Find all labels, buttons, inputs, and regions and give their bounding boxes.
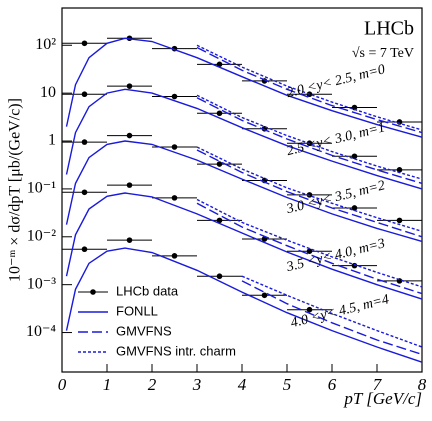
data-point — [171, 253, 178, 259]
theory-curve — [65, 192, 423, 300]
data-point — [171, 144, 178, 150]
y-tick-label: 10⁻³ — [27, 275, 56, 292]
legend-label: GMVFNS intr. charm — [116, 343, 236, 358]
data-point — [81, 246, 88, 253]
data-point — [216, 61, 223, 68]
theory-curve — [196, 46, 423, 134]
y-tick-label: 10 — [40, 84, 56, 101]
y-tick-label: 10⁻⁴ — [26, 323, 56, 340]
data-point — [171, 195, 178, 201]
data-point — [216, 217, 223, 224]
y-tick-label: 10⁻¹ — [27, 180, 56, 197]
data-point — [306, 248, 313, 255]
x-tick-label: 0 — [58, 375, 67, 394]
theory-curve — [65, 140, 423, 243]
x-tick-label: 4 — [238, 375, 247, 394]
data-point — [216, 273, 223, 280]
x-tick-label: 1 — [103, 375, 112, 394]
data-point — [126, 132, 133, 139]
y-tick-label: 10² — [35, 36, 56, 53]
data-point — [216, 110, 223, 117]
theory-curve — [65, 88, 423, 190]
y-axis-label: 10⁻ᵐ × dσ/dpT [μb/(GeV/c)] — [7, 98, 24, 282]
data-point — [81, 91, 88, 98]
theory-curve — [241, 280, 423, 356]
x-tick-label: 7 — [373, 375, 383, 394]
data-point — [81, 189, 88, 196]
energy-label: √s = 7 TeV — [352, 46, 414, 61]
data-point — [351, 205, 358, 211]
x-axis-label: pT [GeV/c] — [343, 389, 422, 408]
theory-curve — [65, 247, 423, 363]
theory-curve — [196, 97, 423, 185]
legend-label: LHCb data — [116, 283, 179, 298]
experiment-label: LHCb — [364, 18, 414, 40]
data-point — [306, 306, 313, 313]
data-point — [126, 83, 133, 89]
x-tick-label: 6 — [328, 375, 337, 394]
data-point — [396, 217, 403, 224]
theory-curve — [196, 149, 423, 238]
x-tick-label: 3 — [192, 375, 202, 394]
data-point — [351, 262, 358, 269]
theory-curve — [241, 275, 423, 348]
x-tick-label: 2 — [148, 375, 157, 394]
annotation: 2.0 <y< 2.5, m=0 — [285, 62, 386, 101]
annotation: 3.0 <y< 3.5, m=2 — [284, 178, 386, 217]
data-point — [126, 182, 133, 188]
data-point — [81, 139, 88, 145]
x-tick-label: 8 — [418, 375, 427, 394]
legend-label: FONLL — [116, 303, 158, 318]
data-point — [126, 237, 133, 243]
data-point — [261, 292, 268, 299]
data-point — [81, 40, 88, 47]
data-point — [351, 153, 358, 160]
theory-curve — [196, 146, 423, 232]
theory-curve — [196, 198, 423, 288]
x-tick-label: 5 — [283, 375, 292, 394]
data-point — [216, 161, 223, 167]
y-tick-label: 1 — [48, 132, 56, 149]
theory-curve — [196, 44, 423, 131]
theory-curve — [196, 202, 423, 295]
theory-curve — [196, 94, 423, 180]
data-point — [396, 167, 403, 173]
y-tick-label: 10⁻² — [27, 227, 56, 244]
annotation: 3.5 <y< 4.0, m=3 — [284, 236, 386, 275]
legend-swatch — [90, 289, 96, 295]
data-point — [171, 93, 178, 100]
legend-label: GMVFNS — [116, 323, 172, 338]
data-point — [351, 104, 358, 111]
theory-curve — [65, 37, 423, 138]
